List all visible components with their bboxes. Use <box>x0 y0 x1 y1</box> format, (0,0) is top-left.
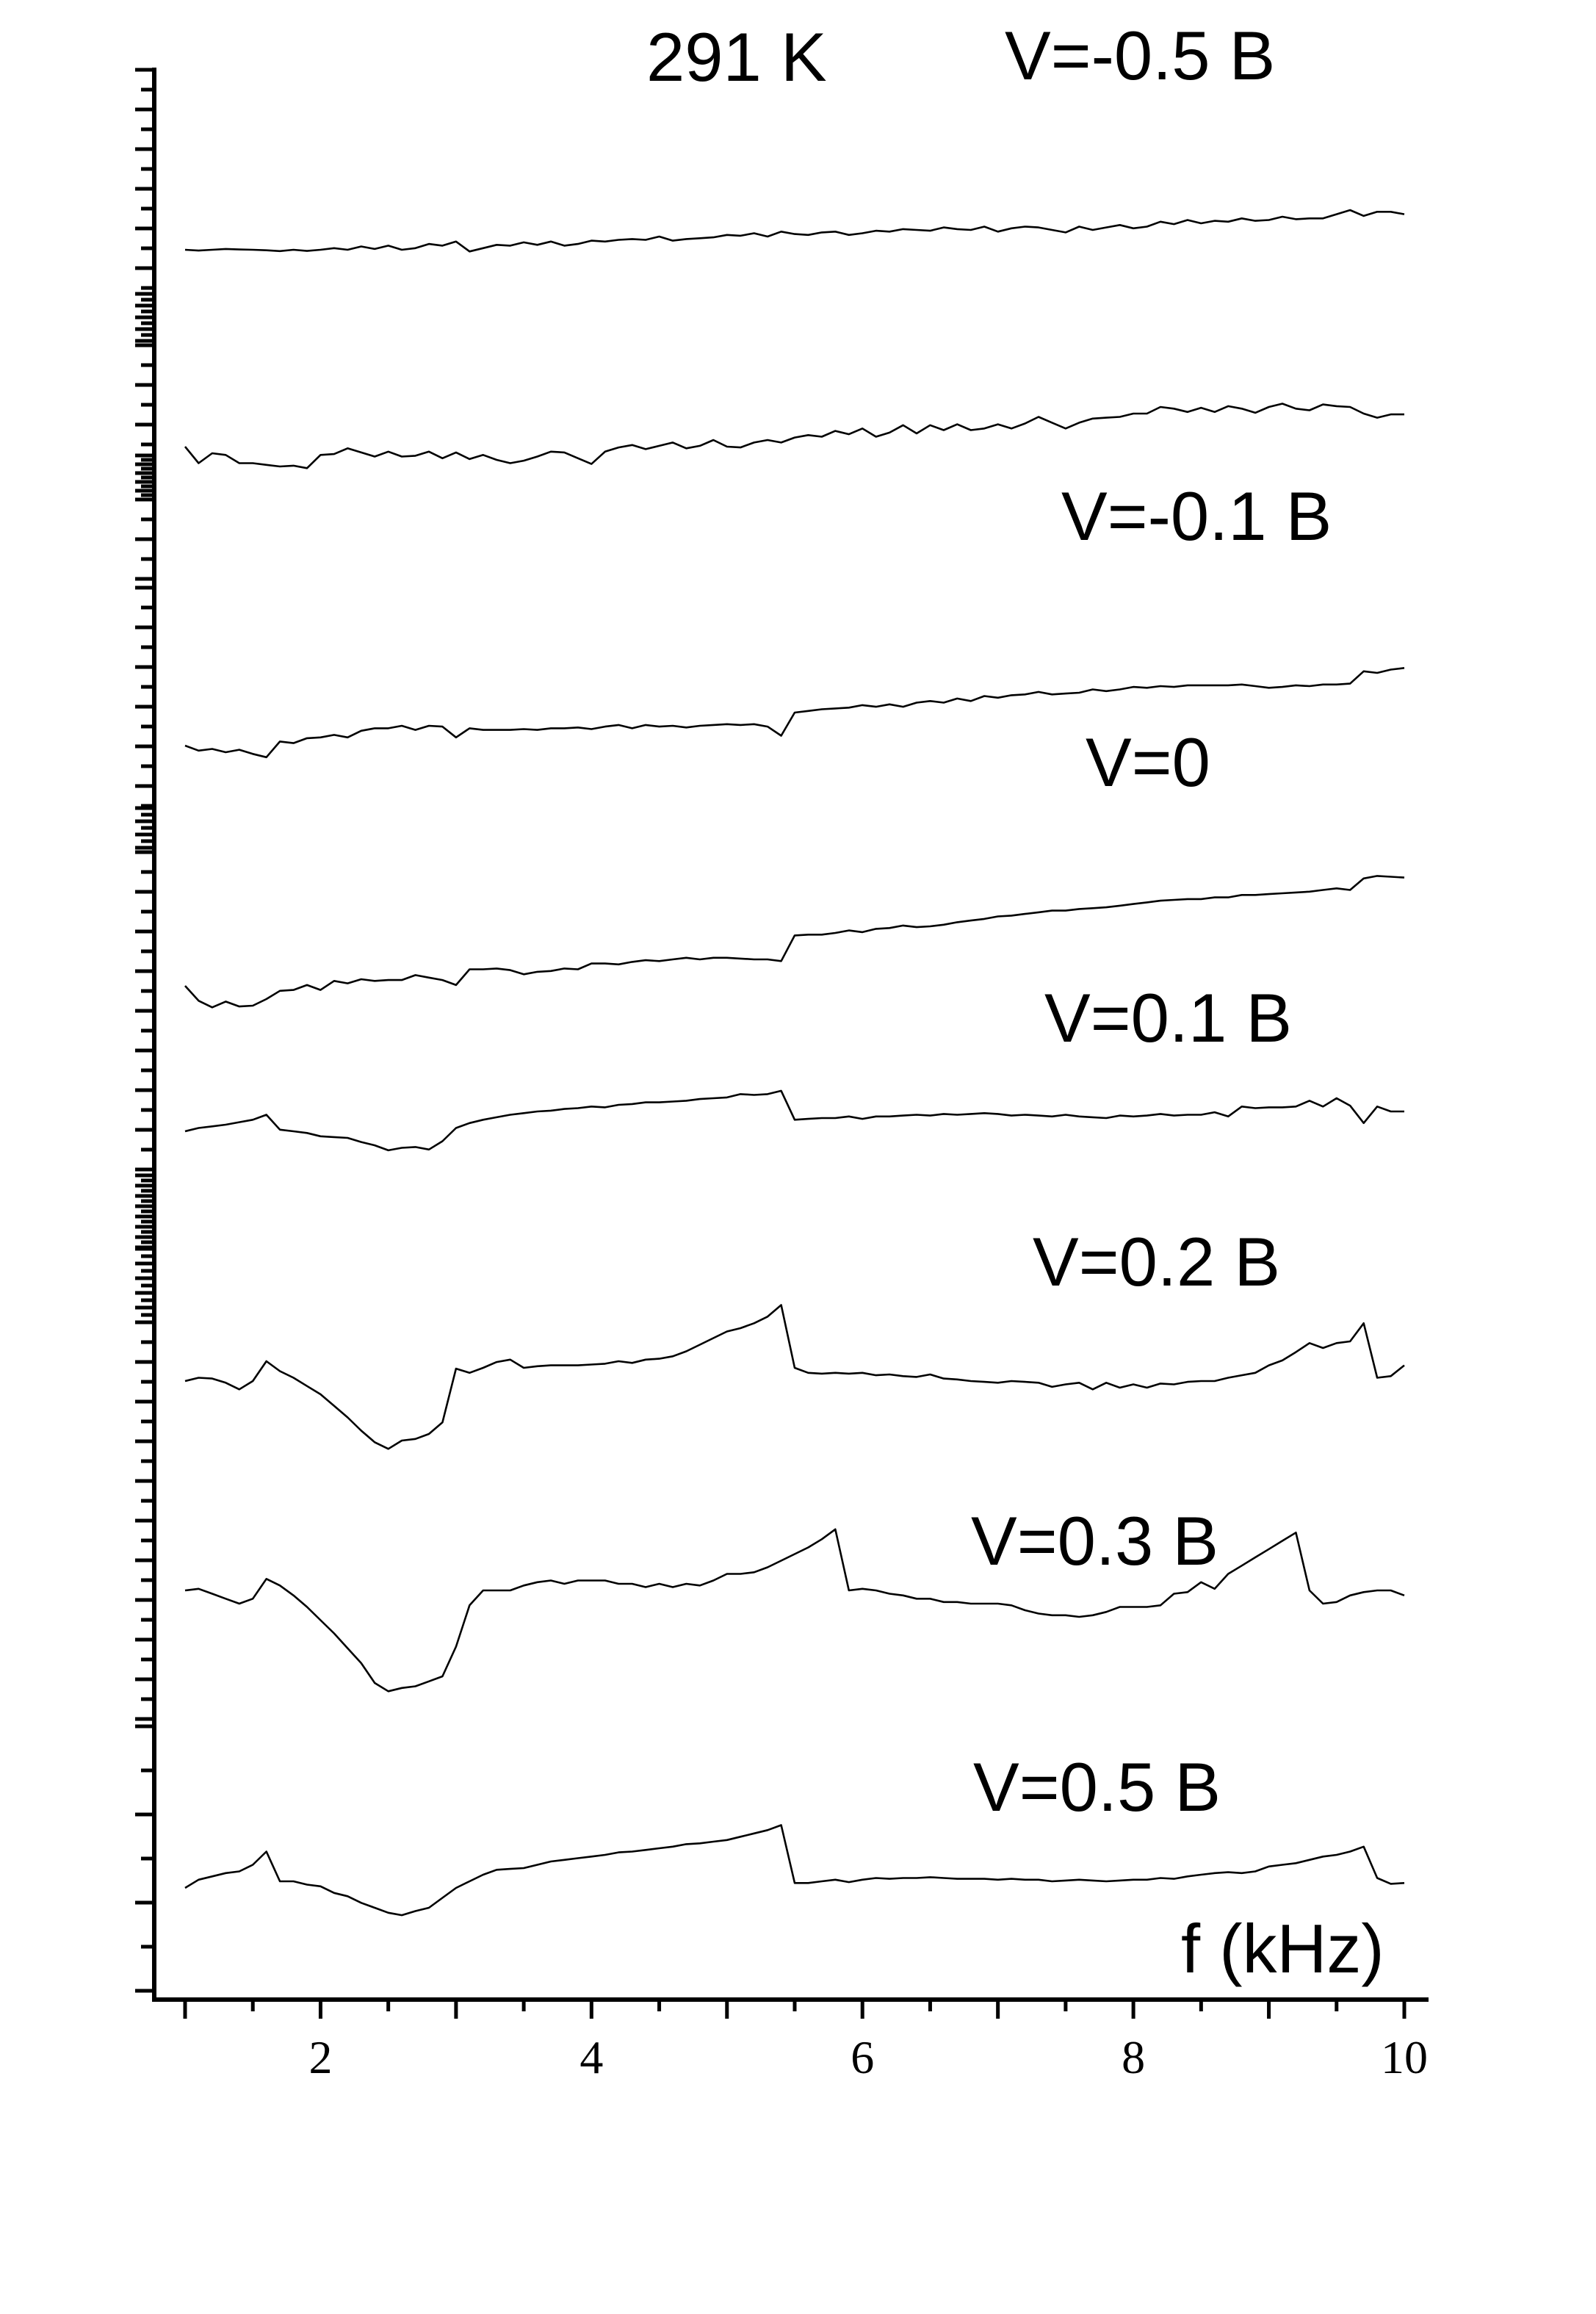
series-line-1 <box>184 403 1404 469</box>
series-line-4 <box>184 1089 1404 1152</box>
series-group <box>184 209 1405 1917</box>
x-tick-label: 6 <box>851 2031 874 2083</box>
x-tick-labels: 2 4 6 8 10 <box>308 2031 1428 2083</box>
series-label-v-0-2: V=0.2 B <box>1033 1223 1280 1300</box>
x-axis-label: f (kHz) <box>1181 1910 1384 1987</box>
series-label-v-neg-0-1: V=-0.1 B <box>1061 477 1332 555</box>
x-tick-label: 2 <box>308 2031 332 2083</box>
series-label-v-0-1: V=0.1 B <box>1044 979 1292 1056</box>
series-line-7 <box>184 1824 1405 1917</box>
series-label-v-0-5: V=0.5 B <box>973 1748 1221 1825</box>
series-line-2 <box>184 667 1405 759</box>
series-line-0 <box>184 209 1405 253</box>
x-tick-label: 8 <box>1122 2031 1145 2083</box>
y-axis-ticks <box>135 68 154 1993</box>
series-line-5 <box>184 1304 1405 1450</box>
x-tick-label: 10 <box>1381 2031 1428 2083</box>
x-tick-label: 4 <box>579 2031 603 2083</box>
x-axis-ticks <box>183 2000 1407 2019</box>
series-line-6 <box>184 1528 1405 1693</box>
series-line-3 <box>184 875 1405 1009</box>
series-label-v-0-3: V=0.3 B <box>971 1502 1218 1579</box>
chart-title: 291 K <box>646 18 827 95</box>
series-label-v-neg-0-5: V=-0.5 B <box>1005 17 1275 94</box>
series-label-v-0: V=0 <box>1086 724 1210 801</box>
